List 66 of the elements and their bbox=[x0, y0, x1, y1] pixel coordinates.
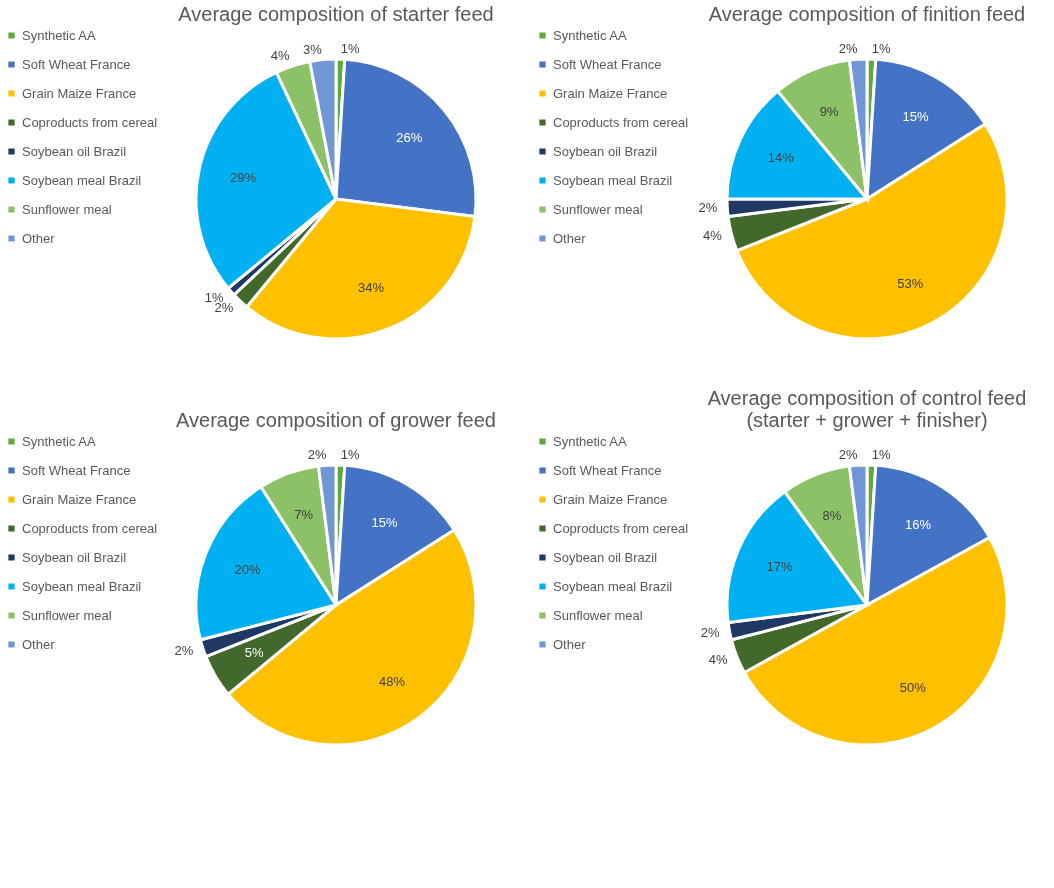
legend-label: Soybean oil Brazil bbox=[553, 143, 658, 159]
legend-label: Coproducts from cereal bbox=[553, 114, 689, 130]
legend-label: Coproducts from cereal bbox=[22, 520, 158, 536]
legend-label: Synthetic AA bbox=[22, 433, 97, 449]
legend-label: Synthetic AA bbox=[553, 433, 628, 449]
data-label: 2% bbox=[838, 447, 859, 463]
data-label: 1% bbox=[871, 41, 891, 57]
chart-title: Average composition of grower feed bbox=[176, 409, 496, 431]
legend-label: Soybean meal Brazil bbox=[553, 578, 673, 594]
data-label: 9% bbox=[819, 103, 840, 119]
legend-label: Soybean oil Brazil bbox=[553, 549, 658, 565]
legend-label: Coproducts from cereal bbox=[22, 114, 158, 130]
legend-label: Synthetic AA bbox=[553, 27, 628, 43]
data-label: 5% bbox=[244, 645, 264, 661]
legend-label: Grain Maize France bbox=[553, 85, 668, 101]
data-label: 16% bbox=[905, 516, 932, 532]
data-label: 4% bbox=[270, 48, 291, 64]
legend-label: Synthetic AA bbox=[22, 27, 97, 43]
data-label: 7% bbox=[294, 507, 314, 523]
legend-label: Soft Wheat France bbox=[22, 462, 131, 478]
chart-title: Average composition of finition feed bbox=[708, 3, 1026, 25]
data-label: 4% bbox=[702, 228, 723, 244]
legend-label: Soft Wheat France bbox=[22, 56, 131, 72]
data-label: 2% bbox=[174, 643, 194, 659]
legend-label: Soft Wheat France bbox=[553, 56, 662, 72]
data-label: 20% bbox=[234, 561, 261, 577]
legend-label: Soybean oil Brazil bbox=[22, 143, 127, 159]
data-label: 1% bbox=[340, 41, 360, 57]
data-label: 34% bbox=[358, 279, 385, 295]
legend-label: Soybean meal Brazil bbox=[22, 172, 142, 188]
legend-label: Sunflower meal bbox=[553, 607, 643, 623]
data-label: 2% bbox=[700, 625, 721, 641]
legend-label: Sunflower meal bbox=[22, 607, 112, 623]
data-label: 2% bbox=[698, 200, 718, 216]
data-label: 17% bbox=[766, 559, 794, 575]
data-label: 15% bbox=[902, 109, 929, 125]
data-label: 1% bbox=[340, 447, 360, 463]
data-label: 29% bbox=[230, 170, 257, 186]
data-label: 53% bbox=[897, 275, 924, 291]
legend-label: Soft Wheat France bbox=[553, 462, 662, 478]
legend-label: Sunflower meal bbox=[22, 201, 112, 217]
data-label: 4% bbox=[708, 652, 728, 668]
legend-label: Other bbox=[22, 636, 56, 652]
legend-label: Soybean meal Brazil bbox=[553, 172, 673, 188]
data-label: 1% bbox=[871, 447, 891, 463]
legend-label: Other bbox=[22, 230, 56, 246]
data-label: 15% bbox=[371, 515, 398, 531]
legend-label: Coproducts from cereal bbox=[553, 520, 689, 536]
legend-label: Other bbox=[553, 636, 587, 652]
chart-title: Average composition of control feed (starter + grower + finisher) bbox=[707, 387, 1027, 431]
data-label: 14% bbox=[767, 150, 795, 166]
data-label: 50% bbox=[899, 680, 927, 696]
data-label: 3% bbox=[303, 41, 323, 57]
chart-title: Average composition of starter feed bbox=[178, 3, 494, 25]
legend-label: Sunflower meal bbox=[553, 201, 643, 217]
legend-label: Other bbox=[553, 230, 587, 246]
legend-label: Grain Maize France bbox=[22, 491, 137, 507]
legend-label: Grain Maize France bbox=[22, 85, 137, 101]
data-label: 26% bbox=[396, 130, 423, 146]
data-label: 2% bbox=[307, 447, 328, 463]
data-label: 2% bbox=[838, 41, 859, 57]
data-label: 48% bbox=[378, 674, 406, 690]
legend-label: Soybean oil Brazil bbox=[22, 549, 127, 565]
legend-label: Grain Maize France bbox=[553, 491, 668, 507]
legend-label: Soybean meal Brazil bbox=[22, 578, 142, 594]
data-label: 8% bbox=[822, 508, 842, 524]
